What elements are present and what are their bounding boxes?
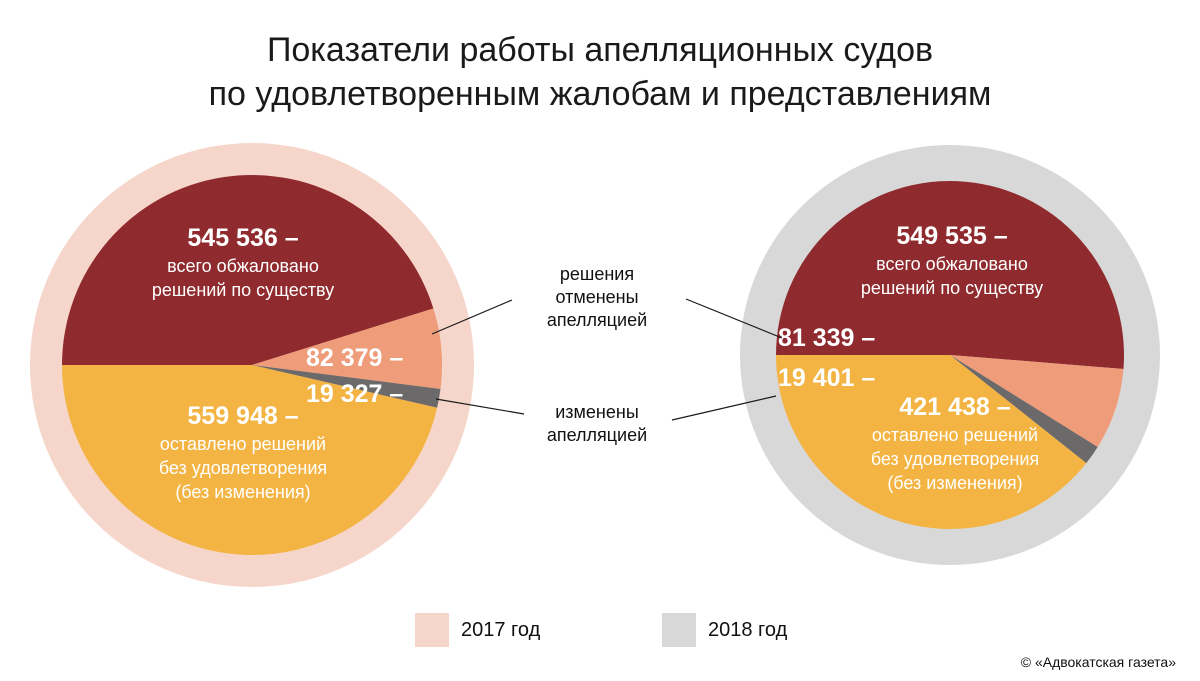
leader-cancelled-2017 bbox=[431, 299, 513, 335]
slice-text-2018-left_unchanged-3: (без изменения) bbox=[887, 473, 1022, 493]
legend-label-2018: 2018 год bbox=[708, 618, 788, 641]
leader-cancelled-2018 bbox=[685, 298, 783, 339]
callout-cancelled-line-2: отменены bbox=[555, 287, 638, 307]
slice-value-2018-left_unchanged: 421 438 – bbox=[899, 393, 1010, 421]
slice-text-2017-left_unchanged-2: без удовлетворения bbox=[159, 458, 327, 478]
slice-value-2017-left_unchanged: 559 948 – bbox=[187, 402, 298, 430]
pie-slice-2017-left_unchanged bbox=[62, 365, 438, 556]
legend-swatch-2017 bbox=[415, 613, 449, 647]
copyright-credit: © «Адвокатская газета» bbox=[1020, 654, 1176, 670]
slice-value-2017-cancelled: 82 379 – bbox=[306, 344, 403, 372]
legend-swatch-2018 bbox=[662, 613, 696, 647]
legend-label-2017: 2017 год bbox=[461, 618, 541, 641]
slice-text-2018-left_unchanged-1: оставлено решений bbox=[872, 425, 1038, 445]
pie-slice-2018-cancelled bbox=[950, 355, 1124, 447]
legend-item-2018: 2018 год bbox=[662, 613, 787, 647]
slice-value-2018-cancelled: 81 339 – bbox=[778, 324, 875, 352]
chart-title: Показатели работы апелляционных судов по… bbox=[0, 28, 1200, 116]
slice-value-2018-appealed: 549 535 – bbox=[896, 222, 1007, 250]
callout-changed-line-2: апелляцией bbox=[547, 425, 647, 445]
leader-changed-2017 bbox=[435, 398, 525, 415]
pie-slice-2017-cancelled bbox=[252, 308, 443, 389]
slice-value-2017-appealed: 545 536 – bbox=[187, 224, 298, 252]
chart-title-line-2: по удовлетворенным жалобам и представлен… bbox=[208, 75, 992, 113]
slice-value-2018-changed: 19 401 – bbox=[778, 364, 875, 392]
callout-cancelled-line-3: апелляцией bbox=[547, 310, 647, 330]
pie-slice-2018-left_unchanged bbox=[776, 355, 1087, 530]
slice-text-2017-appealed-1: всего обжаловано bbox=[167, 256, 319, 276]
slice-text-2017-left_unchanged-3: (без изменения) bbox=[175, 482, 310, 502]
slice-text-2018-appealed-2: решений по существу bbox=[861, 278, 1043, 298]
legend-item-2017: 2017 год bbox=[415, 613, 540, 647]
pie-slice-2017-changed bbox=[252, 365, 441, 408]
pie-slice-2018-appealed bbox=[776, 180, 1124, 369]
slice-text-2017-appealed-2: решений по существу bbox=[152, 280, 334, 300]
slice-text-2017-left_unchanged-1: оставлено решений bbox=[160, 434, 326, 454]
callout-cancelled-line-1: решения bbox=[560, 264, 634, 284]
pie-slice-2017-appealed bbox=[62, 174, 434, 365]
legend: 2017 год 2018 год bbox=[0, 613, 1200, 647]
slice-value-2017-changed: 19 327 – bbox=[306, 380, 403, 408]
callout-changed-line-1: изменены bbox=[555, 402, 639, 422]
chart-title-line-1: Показатели работы апелляционных судов bbox=[266, 31, 934, 69]
leader-changed-2018 bbox=[671, 395, 777, 421]
slice-text-2018-appealed-1: всего обжаловано bbox=[876, 254, 1028, 274]
slice-text-2018-left_unchanged-2: без удовлетворения bbox=[871, 449, 1039, 469]
pie-slice-2018-changed bbox=[950, 355, 1098, 464]
